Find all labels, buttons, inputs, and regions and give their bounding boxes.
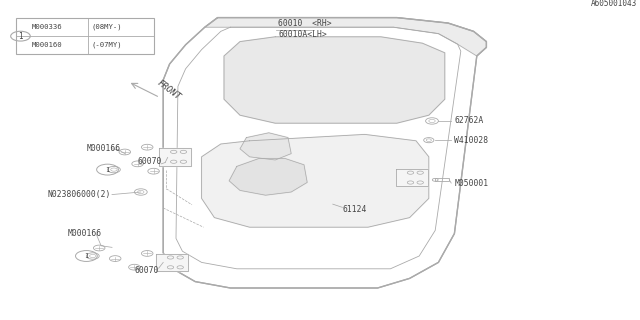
Bar — [16, 18, 154, 54]
Polygon shape — [229, 158, 307, 195]
Bar — [435, 179, 449, 181]
Polygon shape — [224, 37, 445, 123]
Text: M000336: M000336 — [31, 24, 62, 30]
Text: 60070: 60070 — [138, 157, 162, 166]
Text: 61124: 61124 — [342, 205, 367, 214]
Text: 60010A<LH>: 60010A<LH> — [278, 30, 327, 39]
Text: FRONT: FRONT — [156, 78, 182, 101]
Text: 60070: 60070 — [134, 266, 159, 275]
Text: 62762A: 62762A — [454, 116, 484, 125]
Text: 1: 1 — [84, 253, 88, 259]
Polygon shape — [163, 18, 486, 288]
Polygon shape — [156, 253, 188, 271]
Text: M000166: M000166 — [67, 229, 101, 238]
Text: A605001043: A605001043 — [591, 0, 637, 8]
Text: N023806000(2): N023806000(2) — [48, 190, 111, 199]
Text: 60010  <RH>: 60010 <RH> — [278, 20, 332, 28]
Polygon shape — [205, 18, 486, 56]
Text: (-07MY): (-07MY) — [92, 42, 122, 48]
Text: 1: 1 — [18, 32, 23, 41]
Text: W410028: W410028 — [454, 136, 488, 145]
Polygon shape — [202, 134, 429, 227]
Text: M050001: M050001 — [454, 179, 488, 188]
Polygon shape — [240, 133, 291, 160]
Polygon shape — [396, 169, 428, 186]
Text: M000166: M000166 — [86, 144, 120, 153]
Text: 1: 1 — [106, 167, 109, 172]
Text: M000160: M000160 — [31, 42, 62, 48]
Polygon shape — [159, 148, 191, 166]
Text: (08MY-): (08MY-) — [92, 24, 122, 30]
